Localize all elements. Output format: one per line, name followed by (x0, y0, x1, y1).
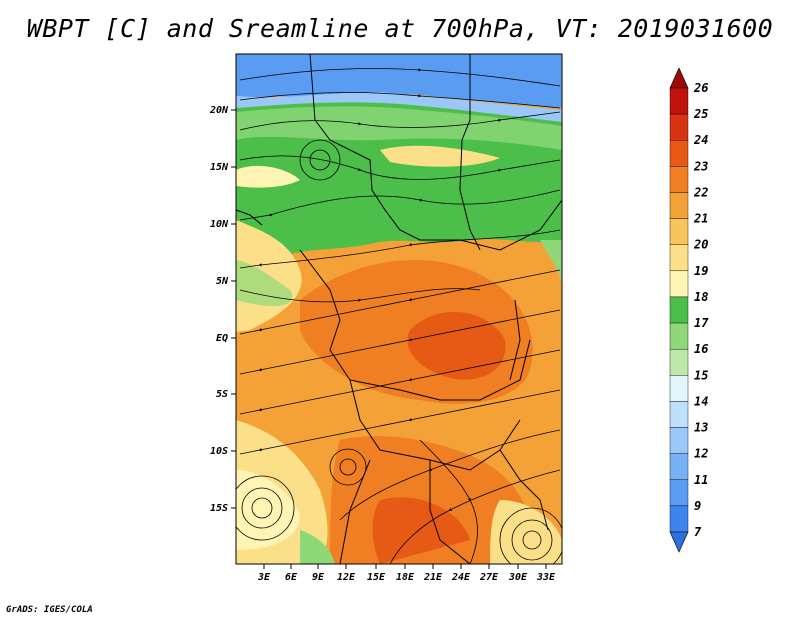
colorbar-segment (669, 505, 689, 533)
colorbar-label: 9 (694, 499, 701, 513)
colorbar-segments (669, 67, 689, 553)
colorbar-label: 7 (694, 525, 702, 539)
colorbar-label: 18 (694, 290, 708, 304)
lat-label: 20N (209, 105, 229, 116)
colorbar-label: 11 (694, 473, 708, 487)
lon-label: 15E (367, 572, 386, 583)
colorbar-segment (669, 244, 689, 272)
colorbar-segment (669, 192, 689, 219)
lon-label: 6E (285, 572, 298, 583)
green-band (236, 102, 562, 271)
lon-label: 30E (508, 572, 528, 583)
map-panel (236, 54, 562, 564)
colorbar-segment (669, 113, 689, 141)
colorbar-segment (669, 348, 689, 376)
colorbar-label: 19 (694, 264, 708, 278)
colorbar-label: 23 (693, 159, 708, 173)
footer-credit: GrADS: IGES/COLA (6, 605, 93, 615)
lat-label: 10S (210, 446, 228, 457)
lat-label: EQ (216, 333, 228, 344)
map-frame (235, 53, 563, 565)
colorbar-label: 21 (693, 212, 708, 226)
lon-label: 9E (312, 572, 325, 583)
colorbar-top-triangle (669, 67, 689, 89)
colorbar-segment (669, 166, 689, 193)
lat-label: 15S (210, 503, 228, 514)
lon-label: 33E (536, 572, 556, 583)
lat-label: 10N (210, 219, 229, 230)
colorbar-segment (669, 218, 689, 245)
colorbar-segment (669, 87, 689, 115)
lat-axis: 20N 15N 10N 5N EQ 5S 10S 15S (209, 105, 236, 514)
colorbar-label: 12 (694, 447, 708, 461)
colorbar-labels: 26 25 24 23 22 21 20 19 18 17 16 15 14 13 12 11 9 7 (693, 81, 709, 539)
lat-label: 5S (216, 389, 228, 400)
colorbar-label: 22 (693, 185, 708, 199)
streamlines (236, 68, 562, 564)
colorbar-label: 26 (693, 81, 708, 95)
colorbar-segment (669, 427, 689, 454)
lon-label: 18E (396, 572, 415, 583)
colorbar-segment (669, 375, 689, 402)
lat-label: 5N (216, 276, 229, 287)
colorbar-label: 13 (694, 421, 708, 435)
country-borders (236, 54, 562, 564)
colorbar-label: 24 (693, 133, 708, 147)
colorbar-segment (669, 322, 689, 350)
lon-label: 12E (337, 572, 356, 583)
lon-label: 27E (479, 572, 499, 583)
cold-region-blue (236, 54, 562, 108)
lon-label: 21E (423, 572, 443, 583)
lon-label: 3E (257, 572, 271, 583)
colorbar-bottom-triangle (669, 531, 689, 553)
lon-label: 24E (451, 572, 471, 583)
colorbar-segment (669, 401, 689, 428)
colorbar-label: 14 (694, 394, 708, 408)
colorbar-label: 16 (694, 342, 708, 356)
colorbar-segment (669, 270, 689, 298)
colorbar-segment (669, 453, 689, 480)
colorbar-segment (669, 479, 689, 507)
colorbar-label: 15 (694, 368, 708, 382)
colorbar-label: 17 (694, 316, 709, 330)
colorbar-segment (669, 140, 689, 167)
colorbar-segment (669, 296, 689, 324)
lon-axis: 3E 6E 9E 12E 15E 18E 21E 24E 27E 30E 33E (257, 564, 556, 583)
lat-label: 15N (210, 162, 229, 173)
colorbar-label: 25 (693, 107, 708, 121)
colorbar: 26 25 24 23 22 21 20 19 18 17 16 15 14 13 12 11 9 7 (669, 67, 709, 553)
chart-title: WBPT [C] and Sreamline at 700hPa, VT: 20… (26, 14, 774, 43)
colorbar-label: 20 (693, 238, 708, 252)
